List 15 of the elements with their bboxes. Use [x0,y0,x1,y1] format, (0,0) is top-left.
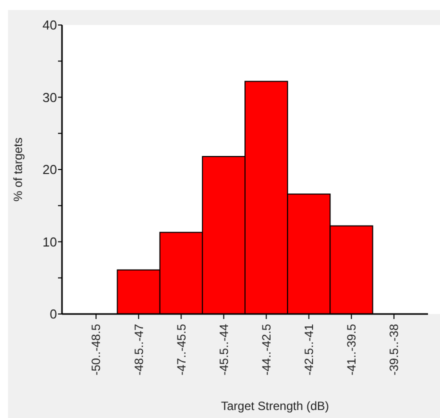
y-axis-title: % of targets [11,137,25,202]
y-tick-label: 40 [42,18,57,33]
x-tick-label: -48.5..-47 [132,324,146,376]
y-tick-label: 20 [42,162,57,178]
y-tick-label: 10 [42,234,57,250]
x-tick-label: -47..-45.5 [174,324,188,376]
y-tick-label: 0 [50,306,57,322]
x-tick-label: -42.5..-41 [302,324,316,376]
x-tick-label: -39.5..-38 [387,324,402,376]
x-tick-label: -50..-48.5 [89,324,104,376]
x-tick-label: -41..-39.5 [344,324,359,376]
x-tick-label: -44..-42.5 [259,324,274,376]
y-tick-label: 30 [42,90,57,105]
x-tick-label: -45.5..-44 [216,324,231,376]
x-axis-title: Target Strength (dB) [220,399,330,413]
